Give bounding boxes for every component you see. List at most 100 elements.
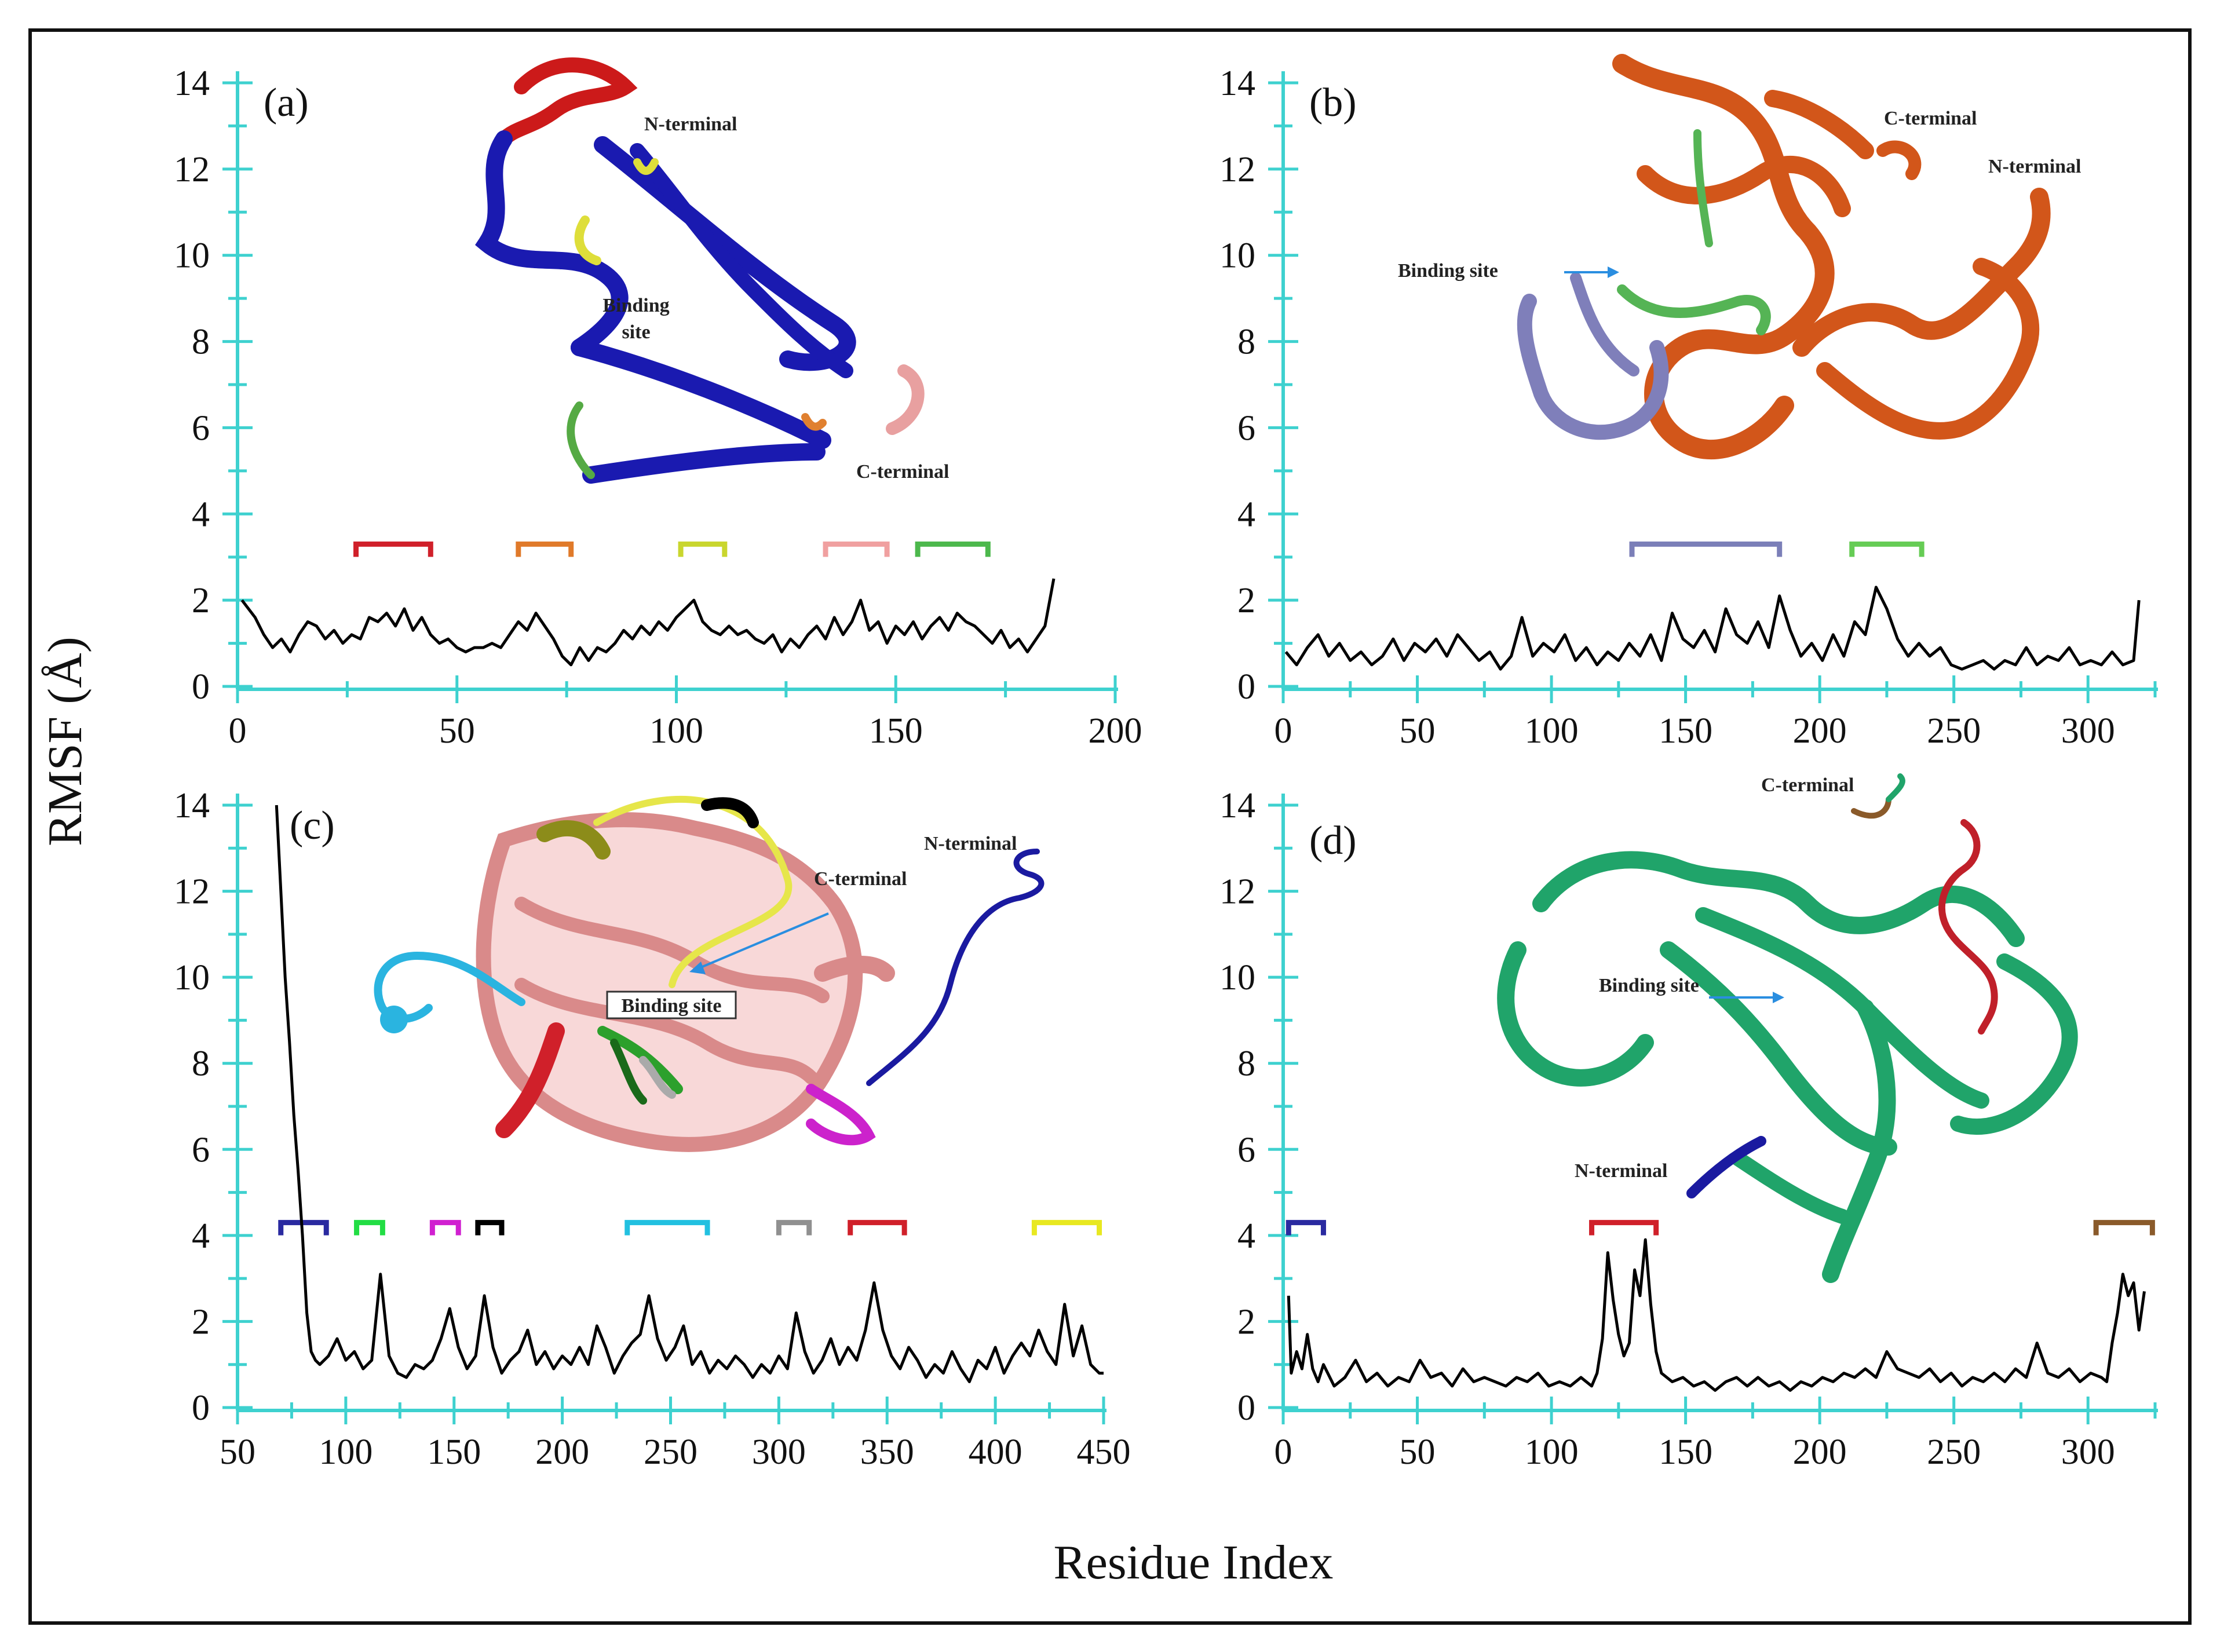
x-tick-label: 300 xyxy=(752,1432,806,1472)
panel-c: 0 2 4 6 8 10 12 14 50 100 150 200 250 300 350 400 450 (c… xyxy=(174,786,1131,1472)
panel-a-label: (a) xyxy=(264,81,309,125)
region-bracket xyxy=(1849,541,1924,557)
y-tick-label: 10 xyxy=(1219,958,1255,997)
region-bracket xyxy=(1286,1220,1326,1236)
protein-structure-b xyxy=(1517,54,2051,459)
annotation-binding-site-d: Binding site xyxy=(1599,975,1699,996)
y-tick-label: 10 xyxy=(1219,236,1255,276)
figure-frame xyxy=(28,28,2192,1625)
x-tick-label: 0 xyxy=(229,711,247,751)
panel-b-label: (b) xyxy=(1309,81,1357,125)
x-tick-label: 300 xyxy=(2061,711,2115,751)
panel-d-label: (d) xyxy=(1309,818,1357,863)
x-tick-label: 50 xyxy=(220,1432,255,1472)
y-tick-label: 10 xyxy=(174,958,210,997)
x-tick-label: 150 xyxy=(1659,1432,1712,1472)
y-tick-label: 4 xyxy=(192,1216,210,1256)
x-tick-label: 100 xyxy=(649,711,703,751)
x-tick-label: 100 xyxy=(1525,711,1579,751)
y-tick-label: 8 xyxy=(192,1044,210,1084)
y-tick-label: 14 xyxy=(174,64,210,103)
x-tick-label: 0 xyxy=(1275,1432,1292,1472)
y-tick-label: 2 xyxy=(192,1302,210,1342)
annotation-c-terminal-d: C-terminal xyxy=(1761,774,1854,796)
x-tick-label: 150 xyxy=(869,711,923,751)
region-bracket xyxy=(678,541,728,557)
annotation-binding-site-c: Binding site xyxy=(622,995,722,1017)
x-tick-label: 450 xyxy=(1077,1432,1131,1472)
annotation-n-terminal-d: N-terminal xyxy=(1575,1160,1668,1182)
panel-c-plot: 0 2 4 6 8 10 12 14 50 100 150 200 250 300 350 400 450 xyxy=(174,786,1131,1472)
rmsf-line xyxy=(1284,586,2141,671)
region-bracket xyxy=(915,541,991,557)
protein-structure-c xyxy=(374,796,1045,1152)
region-bracket xyxy=(516,541,574,557)
region-bracket xyxy=(823,541,890,557)
region-bracket xyxy=(848,1220,907,1236)
y-tick-label: 0 xyxy=(192,667,210,707)
y-tick-label: 10 xyxy=(174,236,210,276)
y-tick-label: 8 xyxy=(192,323,210,362)
x-tick-label: 200 xyxy=(1793,711,1847,751)
x-tick-label: 0 xyxy=(1275,711,1292,751)
x-tick-label: 100 xyxy=(1525,1432,1579,1472)
x-tick-label: 200 xyxy=(1793,1432,1847,1472)
y-tick-label: 0 xyxy=(1237,1388,1255,1428)
x-tick-label: 50 xyxy=(1400,1432,1436,1472)
x-tick-label: 150 xyxy=(427,1432,481,1472)
region-bracket xyxy=(354,1220,385,1236)
y-tick-label: 2 xyxy=(1237,581,1255,620)
region-bracket xyxy=(353,541,433,557)
annotation-binding-site-b: Binding site xyxy=(1398,260,1498,282)
x-tick-label: 400 xyxy=(969,1432,1022,1472)
y-tick-label: 8 xyxy=(1237,1044,1255,1084)
protein-structure-d xyxy=(1497,773,2078,1283)
panel-b: 0 2 4 6 8 10 12 14 0 50 100 150 200 250 300 (b) C-term… xyxy=(1219,54,2158,751)
panel-c-label: (c) xyxy=(290,803,335,848)
panel-d: 0 2 4 6 8 10 12 14 0 50 100 150 200 250 300 (d) C-term… xyxy=(1219,773,2158,1472)
y-tick-label: 8 xyxy=(1237,323,1255,362)
x-tick-label: 50 xyxy=(1400,711,1436,751)
rmsf-line xyxy=(1287,1238,2146,1392)
y-axis-title: RMSF (Å) xyxy=(38,637,92,846)
annotation-c-terminal-a: C-terminal xyxy=(856,461,950,483)
panel-d-plot: 0 2 4 6 8 10 12 14 0 50 100 150 200 250 300 xyxy=(1219,786,2158,1472)
region-bracket xyxy=(278,1220,329,1236)
region-bracket xyxy=(1031,1220,1102,1236)
panel-a: 0 2 4 6 8 10 12 14 0 50 100 150 200 (a) N-terminal B… xyxy=(174,57,1142,751)
y-tick-label: 14 xyxy=(174,786,210,825)
region-bracket xyxy=(776,1220,812,1236)
binding-line-2: site xyxy=(622,321,650,343)
protein-structure-a xyxy=(475,57,925,484)
annotation-c-terminal-c: C-terminal xyxy=(814,868,907,890)
annotation-n-terminal-a: N-terminal xyxy=(644,114,737,135)
x-tick-label: 300 xyxy=(2061,1432,2115,1472)
x-tick-label: 100 xyxy=(319,1432,373,1472)
region-bracket xyxy=(625,1220,710,1236)
region-bracket xyxy=(1589,1220,1659,1236)
annotation-binding-site-a: Binding site xyxy=(602,295,669,343)
y-tick-label: 4 xyxy=(192,495,210,534)
annotation-c-terminal-b: C-terminal xyxy=(1884,108,1977,129)
y-tick-label: 6 xyxy=(1237,408,1255,448)
rmsf-line xyxy=(275,805,1104,1383)
x-tick-label: 250 xyxy=(1927,1432,1981,1472)
x-tick-label: 50 xyxy=(439,711,475,751)
annotation-n-terminal-b: N-terminal xyxy=(1988,156,2081,177)
region-bracket xyxy=(2093,1220,2155,1236)
x-tick-label: 250 xyxy=(644,1432,698,1472)
y-tick-label: 2 xyxy=(192,581,210,620)
x-tick-label: 200 xyxy=(1089,711,1142,751)
x-tick-label: 200 xyxy=(535,1432,589,1472)
y-tick-label: 12 xyxy=(1219,150,1255,189)
panel-a-plot: 0 2 4 6 8 10 12 14 0 50 100 150 200 xyxy=(174,64,1142,751)
binding-site-box-c xyxy=(606,991,737,1019)
y-tick-label: 14 xyxy=(1219,786,1255,825)
y-tick-label: 14 xyxy=(1219,64,1255,103)
y-tick-label: 6 xyxy=(1237,1130,1255,1169)
y-tick-label: 4 xyxy=(1237,1216,1255,1256)
x-tick-label: 250 xyxy=(1927,711,1981,751)
x-tick-label: 150 xyxy=(1659,711,1712,751)
y-tick-label: 2 xyxy=(1237,1302,1255,1342)
